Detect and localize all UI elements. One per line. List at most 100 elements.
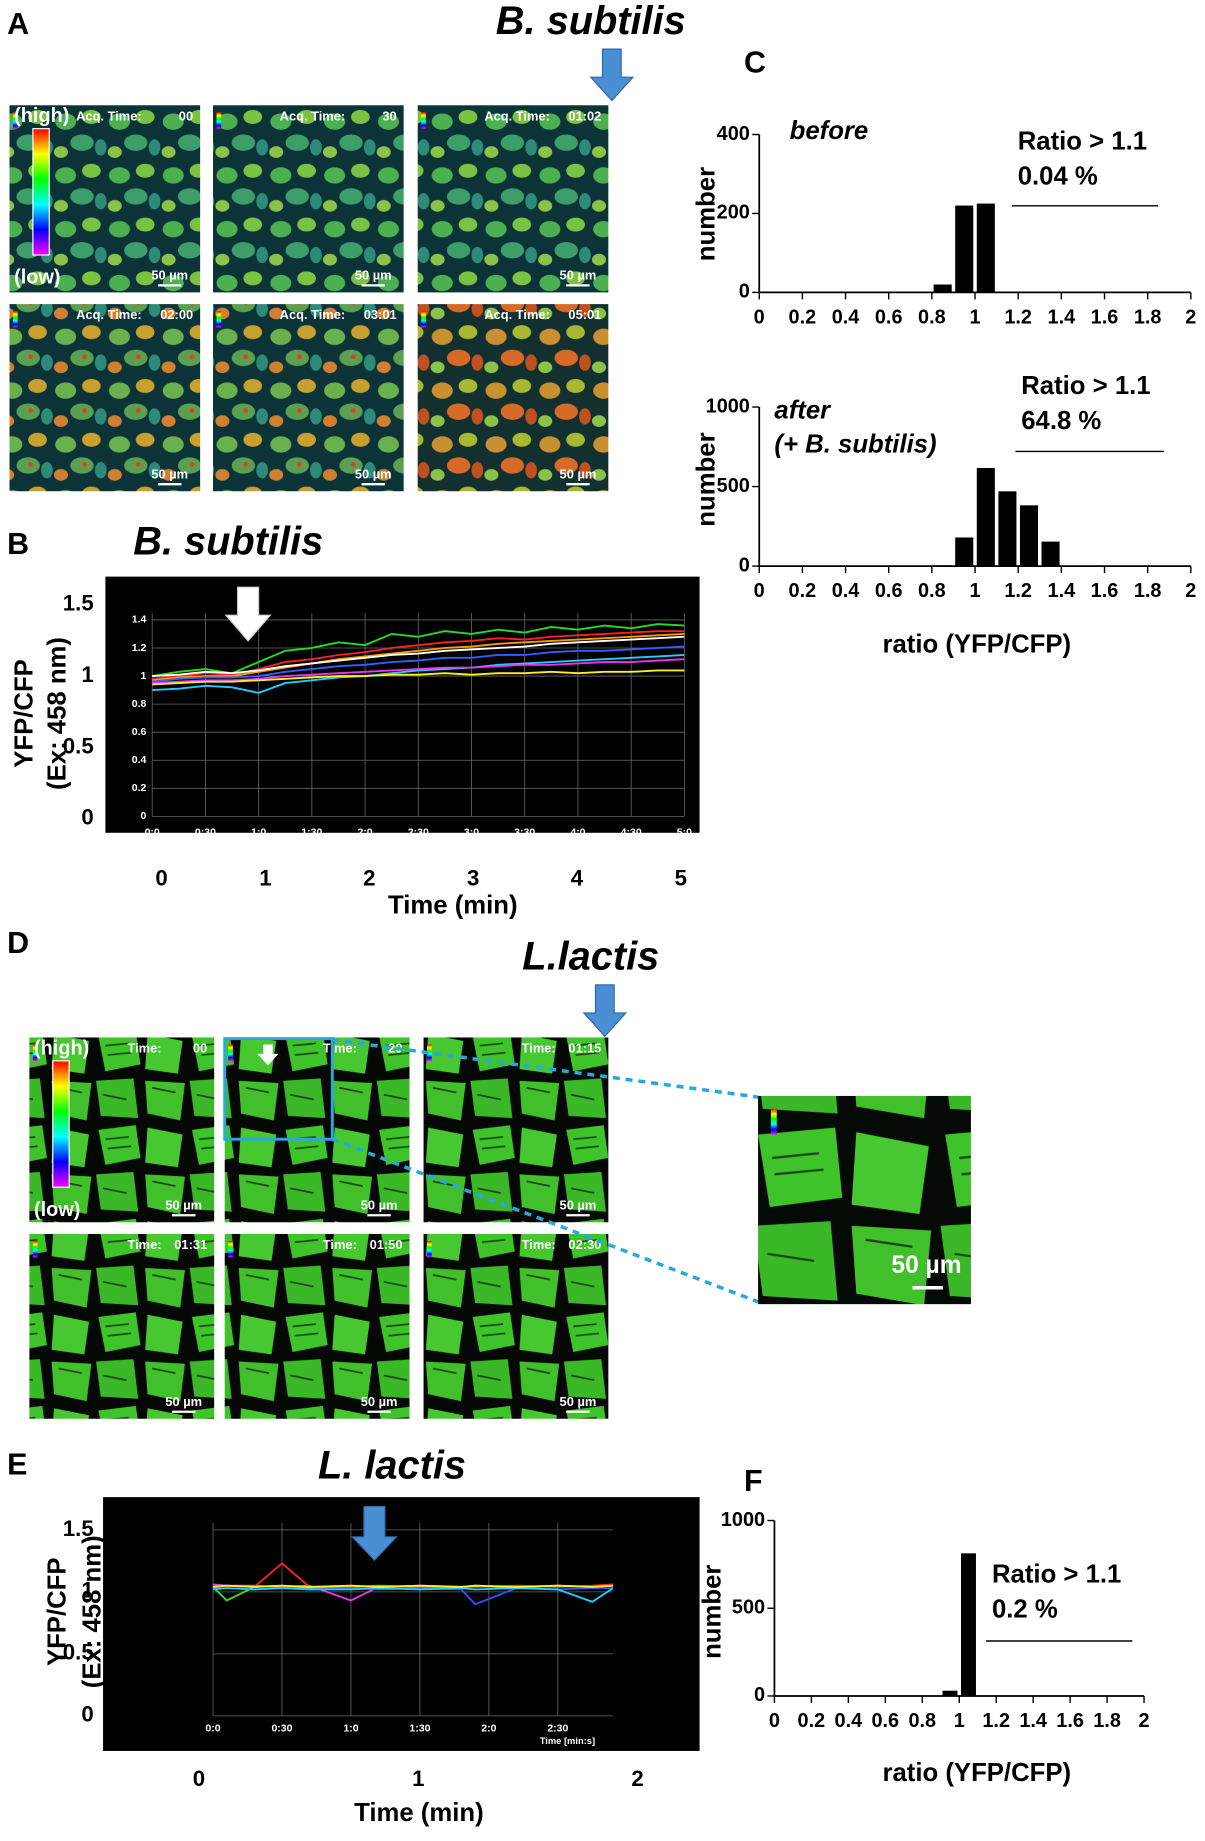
inner-x-tick-label: 1:0 [343,1722,358,1734]
scale-bar-label: 50 µm [151,267,188,282]
scale-bar-label: 50 µm [560,1394,597,1409]
scale-bar-label: 50 µm [355,267,392,282]
series-line [152,669,685,686]
series-line [152,654,685,694]
micrograph [417,304,609,492]
y-tick-label: 500 [717,475,750,497]
bar [955,537,974,567]
x-tick-label: 1 [412,1766,424,1791]
scale-low: (low) [14,267,60,289]
series-line [212,1587,614,1603]
y-tick-label: 1.2 [132,642,147,654]
scale-bar-label: 50 µm [560,267,597,282]
color-scale-mini [32,1240,38,1258]
scale-bar-label: 50 µm [361,1394,398,1409]
y-tick-label: 1.5 [63,1516,94,1541]
y-tick-label: 500 [732,1596,765,1618]
x-tick-label: 1.8 [1134,306,1162,328]
time-label: Acq. Time: [280,307,346,322]
y-tick-label: 1 [140,670,146,682]
time-label: Acq. Time: [484,307,550,322]
micrograph [9,304,201,492]
x-tick-label: 0.4 [832,306,860,328]
x-tick-label: 0.2 [789,580,817,602]
y-tick-label: 0 [739,554,750,576]
y-tick-label: 1 [81,662,93,687]
panel-label: E [7,1448,27,1482]
panel-label: C [744,45,766,79]
x-tick-label: 0 [769,1710,780,1732]
time-value: 05:01 [568,307,601,322]
x-tick-label: 1.2 [982,1710,1010,1732]
panel-title: L.lactis [522,935,659,979]
color-scale-mini [421,311,426,328]
x-tick-label: 0.6 [875,580,903,602]
micrograph [224,1037,410,1223]
chart-title: L. lactis [318,1443,466,1487]
y-axis-label: number [693,167,721,261]
x-tick-label: 1.4 [1048,306,1076,328]
scale-bar-label: 50 µm [165,1394,202,1409]
micrograph [423,1037,609,1223]
y-tick-label: 0.6 [132,726,147,738]
bar [933,565,952,567]
time-value: 01:31 [174,1237,207,1252]
x-tick-label: 2 [631,1766,643,1791]
scale-high: (high) [14,105,69,127]
x-tick-label: 0.8 [908,1710,936,1732]
x-tick-label: 1.4 [1048,580,1076,602]
y-tick-label: 0 [81,805,93,830]
y-tick-label: 0 [81,1702,93,1727]
scale-bar-label: 50 µm [560,466,597,481]
annotation: 64.8 % [1021,407,1101,435]
arrow [224,586,272,642]
plot-background [103,1497,700,1751]
x-tick-label: 0 [155,865,167,890]
bar [1041,541,1060,567]
x-tick-label: 0.8 [918,306,946,328]
time-value: 01:02 [568,108,601,123]
x-tick-label: 1.6 [1091,306,1119,328]
series-line [212,1584,614,1588]
y-tick-label: 1.4 [132,614,147,626]
x-tick-label: 1 [954,1710,965,1732]
zoom-connector [331,1137,759,1304]
annotation: 0.04 % [1018,163,1098,191]
x-tick-label: 0.4 [832,580,860,602]
zoom-box [223,1037,334,1141]
micrograph [224,1233,410,1419]
annotation: Ratio > 1.1 [1018,127,1147,155]
scale-bar-label: 50 µm [560,1197,597,1212]
bar [933,284,952,293]
y-tick-label: 1000 [721,1509,765,1531]
pointer-arrow [257,1044,279,1066]
x-tick-label: 1.6 [1091,580,1119,602]
time-label: Time: [522,1237,556,1252]
bar [960,1553,976,1696]
x-tick-label: 1.6 [1056,1710,1084,1732]
scale-bar-label: 50 µm [165,1197,202,1212]
plot-background [105,576,700,833]
scale-low: (low) [34,1199,80,1221]
y-tick-label: 1 [81,1578,93,1603]
time-label: Time: [522,1041,556,1056]
y-axis-label: (Ex: 458 nm) [43,637,71,790]
color-scale-mini [228,1240,233,1258]
y-tick-label: 0.4 [132,754,147,766]
time-label: Time: [323,1237,357,1252]
color-scale-mini [32,1044,38,1061]
inner-x-tick-label: 0:30 [195,827,216,839]
scale-bar-label: 50 µm [355,466,392,481]
x-tick-label: 0 [754,306,765,328]
panel-label: A [7,7,29,41]
time-value: 02:30 [568,1237,601,1252]
panel-label: B [7,527,29,561]
x-tick-label: 0 [193,1766,205,1791]
x-tick-label: 2 [363,865,375,890]
inner-x-tick-label: 4:30 [621,827,642,839]
x-tick-label: 3 [467,865,479,890]
time-label: Acq. Time: [484,108,550,123]
panel-label: D [7,926,29,960]
x-tick-label: 0.2 [789,306,817,328]
series-line [152,633,685,682]
